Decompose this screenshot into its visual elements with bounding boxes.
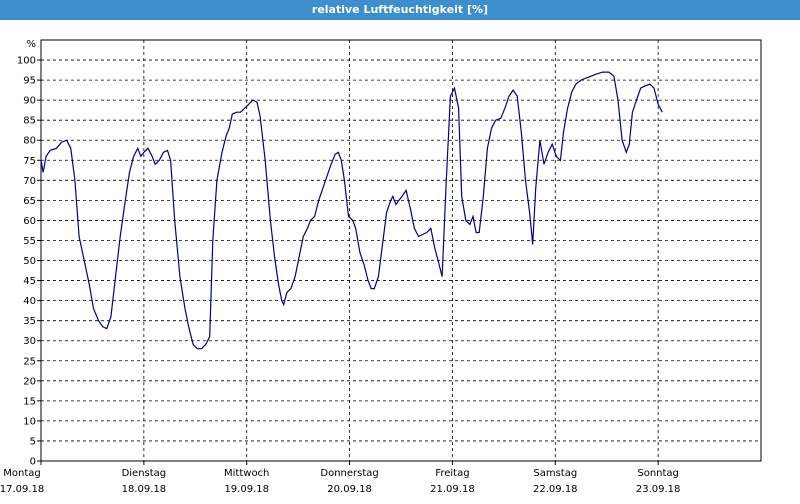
- y-tick-label: 5: [30, 436, 36, 447]
- y-tick-label: 15: [23, 396, 36, 407]
- plot-frame: [40, 39, 762, 462]
- x-date-label: 19.09.18: [224, 484, 269, 495]
- y-tick-label: 100: [17, 56, 36, 67]
- y-axis-ticks: 0 5 10 15 20 25 30 35 40 45 50 55 60 65 70 75 80 85 90 95 10…: [17, 56, 41, 468]
- chart-title: relative Luftfeuchtigkeit [%]: [311, 3, 489, 16]
- y-tick-label: 55: [23, 236, 36, 247]
- x-date-label: 20.09.18: [327, 484, 372, 495]
- y-tick-label: 65: [23, 196, 36, 207]
- grid-lines: [41, 40, 761, 461]
- y-tick-label: 10: [23, 416, 36, 427]
- y-tick-label: 70: [23, 176, 36, 187]
- y-tick-label: 30: [23, 336, 36, 347]
- y-tick-label: 35: [23, 316, 36, 327]
- x-day-label: Sonntag: [637, 468, 679, 479]
- x-date-label: 22.09.18: [533, 484, 578, 495]
- humidity-line-chart: 0 5 10 15 20 25 30 35 40 45 50 55 60 65 70 75 80 85 90 95 10…: [0, 39, 762, 495]
- x-day-label: Freitag: [435, 468, 469, 479]
- y-tick-label: 95: [23, 76, 36, 87]
- x-axis-ticks: Montag 17.09.18 Dienstag 18.09.18 Mittwoch 19…: [0, 461, 680, 495]
- x-date-label: 18.09.18: [122, 484, 167, 495]
- chart-area: 0 5 10 15 20 25 30 35 40 45 50 55 60 65 70 75 80 85 90 95 10…: [0, 20, 800, 500]
- x-day-label: Montag: [3, 468, 40, 479]
- y-tick-label: 80: [23, 136, 36, 147]
- y-tick-label: 0: [30, 457, 36, 468]
- humidity-series-line: [40, 71, 663, 350]
- x-day-label: Donnerstag: [320, 468, 378, 479]
- chart-title-bar: relative Luftfeuchtigkeit [%]: [0, 0, 800, 20]
- y-axis-unit-label: %: [26, 39, 36, 50]
- x-day-label: Samstag: [533, 468, 577, 479]
- y-tick-label: 60: [23, 216, 36, 227]
- y-tick-label: 50: [23, 256, 36, 267]
- y-tick-label: 25: [23, 356, 36, 367]
- y-tick-label: 20: [23, 376, 36, 387]
- x-day-label: Dienstag: [122, 468, 167, 479]
- x-date-label: 17.09.18: [0, 484, 44, 495]
- y-tick-label: 75: [23, 156, 36, 167]
- x-date-label: 21.09.18: [430, 484, 475, 495]
- x-date-label: 23.09.18: [636, 484, 681, 495]
- y-tick-label: 45: [23, 276, 36, 287]
- y-tick-label: 40: [23, 296, 36, 307]
- y-tick-label: 85: [23, 116, 36, 127]
- x-day-label: Mittwoch: [224, 468, 269, 479]
- y-tick-label: 90: [23, 96, 36, 107]
